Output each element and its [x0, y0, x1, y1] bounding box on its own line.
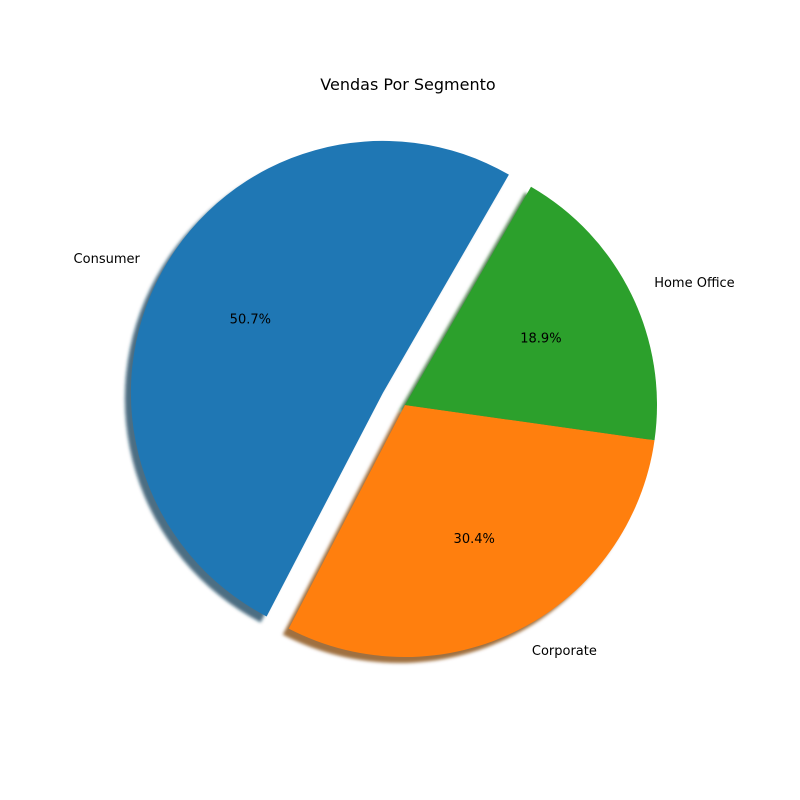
slice-percent-consumer: 50.7%	[230, 313, 271, 328]
slice-label-corporate: Corporate	[532, 644, 597, 659]
pie-slice-consumer	[130, 140, 509, 617]
slice-percent-home-office: 18.9%	[520, 331, 561, 346]
pie-label-layer: Consumer 50.7% Corporate 30.4% Home Office 18…	[74, 252, 735, 659]
slice-label-home-office: Home Office	[654, 276, 734, 291]
slice-label-consumer: Consumer	[74, 252, 141, 267]
slice-percent-corporate: 30.4%	[454, 532, 495, 547]
pie-slice-corporate	[288, 405, 655, 657]
chart-title: Vendas Por Segmento	[320, 75, 495, 94]
pie-slice-layer	[130, 140, 657, 657]
pie-slice-home-office	[405, 186, 657, 441]
